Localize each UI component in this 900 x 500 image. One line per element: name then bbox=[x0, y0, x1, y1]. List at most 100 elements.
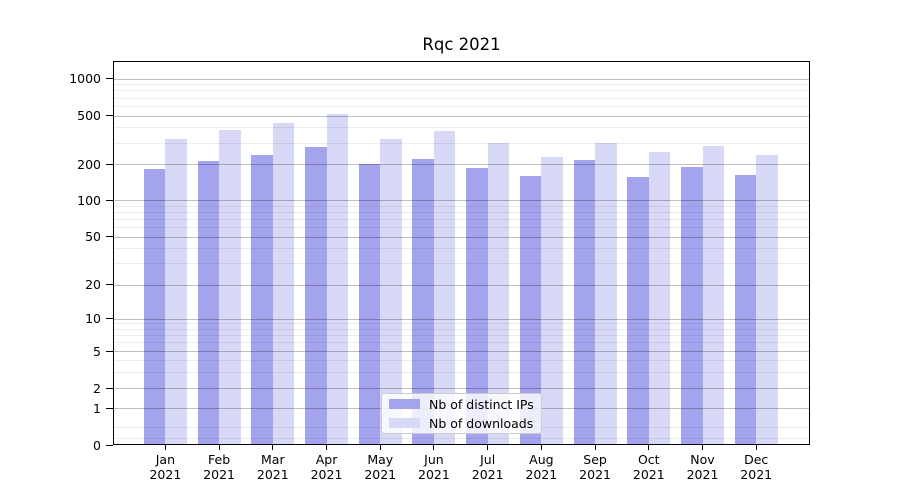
bar-jul-downloads bbox=[487, 143, 510, 445]
x-tick-label-jun: Jun 2021 bbox=[418, 452, 450, 482]
y-tick-mark-200 bbox=[106, 163, 113, 165]
gridline-300 bbox=[113, 142, 810, 144]
x-tick-mark-jan bbox=[164, 445, 166, 450]
x-tick-mark-nov bbox=[702, 445, 703, 450]
x-tick-label-sep: Sep 2021 bbox=[579, 452, 611, 482]
y-tick-label-5: 5 bbox=[93, 343, 101, 359]
x-tick-label-mar: Mar 2021 bbox=[256, 452, 289, 482]
gridline-8 bbox=[113, 328, 810, 330]
bar-mar-downloads bbox=[272, 122, 295, 445]
x-tick-mark-jul bbox=[487, 445, 489, 450]
y-tick-mark-2 bbox=[106, 387, 113, 389]
y-tick-mark-1 bbox=[106, 407, 113, 409]
bar-dec-distinct-ips bbox=[734, 174, 757, 445]
bar-jun-distinct-ips bbox=[412, 158, 434, 445]
gridline-2 bbox=[113, 388, 810, 389]
gridline-4 bbox=[113, 360, 810, 361]
gridline-70 bbox=[113, 218, 810, 220]
spine-right bbox=[809, 61, 810, 445]
gridline-0.2 bbox=[113, 437, 810, 439]
gridline-40 bbox=[113, 248, 810, 250]
bar-oct-downloads bbox=[648, 152, 671, 445]
gridline-200 bbox=[113, 164, 810, 165]
legend-swatch-downloads-icon bbox=[389, 418, 420, 428]
y-tick-label-20: 20 bbox=[85, 277, 101, 292]
bar-jan-distinct-ips bbox=[143, 169, 166, 445]
x-tick-label-apr: Apr 2021 bbox=[310, 452, 343, 482]
x-tick-label-jan: Jan 2021 bbox=[149, 452, 182, 482]
spine-top bbox=[113, 61, 810, 62]
chart-title: Rqc 2021 bbox=[422, 35, 501, 54]
bar-sep-downloads bbox=[595, 142, 617, 445]
y-tick-label-500: 500 bbox=[77, 108, 101, 123]
x-tick-label-dec: Dec 2021 bbox=[740, 452, 773, 482]
spine-bottom bbox=[113, 444, 810, 445]
bar-feb-distinct-ips bbox=[197, 160, 220, 445]
bar-jul-distinct-ips bbox=[466, 168, 488, 445]
bar-may-downloads bbox=[380, 139, 402, 445]
y-tick-label-1000: 1000 bbox=[69, 71, 101, 86]
gridline-1000 bbox=[113, 78, 810, 80]
x-tick-label-may: May 2021 bbox=[364, 452, 397, 482]
legend: Nb of distinct IPs Nb of downloads bbox=[381, 393, 542, 434]
gridline-6 bbox=[113, 342, 810, 344]
gridline-7 bbox=[113, 335, 810, 337]
gridline-90 bbox=[113, 205, 810, 207]
gridline-9 bbox=[113, 323, 810, 325]
bar-aug-distinct-ips bbox=[519, 175, 542, 445]
x-tick-label-aug: Aug 2021 bbox=[525, 452, 558, 482]
legend-item-downloads: Nb of downloads bbox=[389, 416, 541, 431]
y-tick-label-10: 10 bbox=[85, 311, 101, 326]
bar-apr-distinct-ips bbox=[305, 146, 327, 445]
gridline-30 bbox=[113, 263, 810, 265]
bar-oct-distinct-ips bbox=[627, 176, 649, 445]
y-tick-label-0: 0 bbox=[93, 437, 101, 453]
spine-left bbox=[113, 61, 114, 445]
legend-item-distinct-ips: Nb of distinct IPs bbox=[389, 397, 541, 412]
bar-feb-downloads bbox=[219, 130, 241, 445]
x-tick-mark-aug bbox=[540, 445, 542, 450]
gridline-800 bbox=[113, 90, 810, 92]
x-tick-label-jul: Jul 2021 bbox=[471, 452, 504, 482]
gridline-50 bbox=[113, 236, 810, 238]
gridline-3 bbox=[113, 371, 810, 373]
gridline-900 bbox=[113, 84, 810, 86]
y-tick-label-50: 50 bbox=[85, 229, 101, 244]
bar-jan-downloads bbox=[165, 139, 187, 445]
x-tick-mark-may bbox=[379, 445, 381, 450]
x-tick-mark-oct bbox=[648, 445, 650, 450]
y-tick-label-100: 100 bbox=[77, 192, 101, 208]
x-tick-mark-sep bbox=[594, 445, 596, 450]
y-tick-mark-5 bbox=[106, 350, 113, 352]
y-tick-label-1: 1 bbox=[93, 400, 101, 416]
x-tick-label-feb: Feb 2021 bbox=[203, 452, 236, 482]
gridline-20 bbox=[113, 284, 810, 286]
y-tick-mark-100 bbox=[106, 199, 113, 201]
bar-sep-distinct-ips bbox=[573, 160, 596, 445]
y-tick-mark-0 bbox=[106, 444, 113, 446]
x-tick-mark-feb bbox=[218, 445, 220, 450]
gridline-80 bbox=[113, 211, 810, 213]
bar-nov-downloads bbox=[702, 146, 724, 445]
gridline-60 bbox=[113, 226, 810, 228]
x-tick-mark-dec bbox=[755, 445, 757, 450]
x-tick-mark-jun bbox=[433, 445, 435, 450]
bar-jun-downloads bbox=[433, 130, 456, 445]
bar-apr-downloads bbox=[326, 114, 349, 445]
bar-aug-downloads bbox=[541, 156, 563, 445]
bar-dec-downloads bbox=[756, 155, 778, 445]
legend-swatch-distinct-ips-icon bbox=[389, 399, 420, 409]
bar-may-distinct-ips bbox=[358, 164, 381, 445]
y-tick-label-200: 200 bbox=[77, 156, 101, 172]
gridline-500 bbox=[113, 115, 810, 117]
x-tick-mark-apr bbox=[326, 445, 328, 450]
legend-label-downloads: Nb of downloads bbox=[429, 415, 534, 431]
x-tick-label-oct: Oct 2021 bbox=[632, 452, 665, 482]
gridline-5 bbox=[113, 351, 810, 352]
plot-area: Nb of distinct IPs Nb of downloads bbox=[113, 61, 810, 445]
gridline-600 bbox=[113, 105, 810, 107]
x-tick-mark-mar bbox=[272, 445, 274, 450]
x-tick-label-nov: Nov 2021 bbox=[686, 452, 719, 482]
y-tick-mark-500 bbox=[106, 115, 113, 116]
